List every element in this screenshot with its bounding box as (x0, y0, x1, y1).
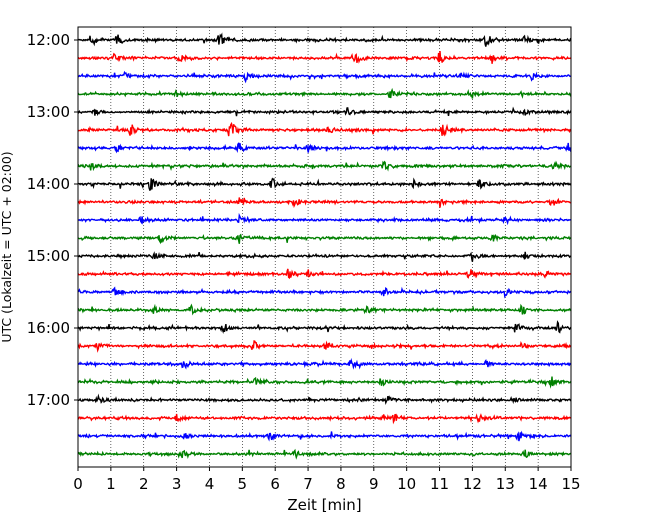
x-tick-label: 9 (369, 475, 379, 493)
trace-15:15 (77, 268, 572, 280)
trace-15:00 (77, 251, 572, 262)
trace-14:30 (78, 212, 572, 226)
trace-16:00 (77, 320, 572, 335)
x-tick-label: 11 (430, 475, 449, 493)
x-tick-label: 7 (303, 475, 313, 493)
x-tick-label: 3 (172, 475, 182, 493)
trace-lines (77, 32, 572, 460)
x-tick-label: 0 (73, 475, 83, 493)
trace-12:15 (77, 51, 572, 64)
x-tick-label: 1 (106, 475, 116, 493)
trace-17:00 (77, 393, 572, 406)
x-tick-label: 12 (463, 475, 482, 493)
grid-lines (110, 27, 539, 467)
y-tick-label: 16:00 (27, 319, 70, 337)
trace-14:15 (78, 197, 572, 209)
x-tick-label: 14 (529, 475, 548, 493)
y-tick-label: 12:00 (27, 31, 70, 49)
x-tick-label: 15 (561, 475, 580, 493)
trace-17:30 (77, 430, 572, 442)
trace-16:45 (77, 376, 572, 389)
x-tick-label: 4 (205, 475, 215, 493)
trace-13:45 (77, 160, 572, 172)
trace-13:00 (77, 106, 572, 117)
x-tick-label: 10 (397, 475, 416, 493)
trace-13:15 (77, 121, 572, 137)
plot-background (78, 27, 571, 467)
y-tick-label: 15:00 (27, 247, 70, 265)
trace-14:45 (77, 233, 572, 245)
axis-ticks: 0 1 2 3 4 5 6 7 8 9 10 11 12 13 14 1512:0013:0014:0015:… (27, 31, 581, 493)
y-tick-label: 17:00 (27, 391, 70, 409)
x-tick-label: 13 (496, 475, 515, 493)
x-tick-label: 5 (238, 475, 248, 493)
trace-12:30 (77, 70, 572, 84)
trace-15:45 (77, 303, 572, 316)
trace-16:15 (77, 340, 572, 353)
x-tick-label: 6 (270, 475, 280, 493)
plot-frame (77, 26, 572, 468)
y-tick-label: 13:00 (27, 103, 70, 121)
trace-13:30 (77, 141, 572, 154)
trace-17:15 (77, 413, 572, 425)
trace-15:30 (77, 286, 572, 299)
y-tick-label: 14:00 (27, 175, 70, 193)
trace-17:45 (77, 448, 572, 460)
x-tick-label: 2 (139, 475, 149, 493)
x-tick-label: 8 (336, 475, 346, 493)
trace-12:45 (77, 87, 572, 99)
x-axis-label: Zeit [min] (287, 496, 361, 514)
trace-14:00 (77, 177, 572, 192)
trace-12:00 (77, 32, 572, 47)
y-axis-label: UTC (Lokalzeit = UTC + 02:00) (0, 151, 14, 342)
trace-16:30 (77, 357, 572, 370)
